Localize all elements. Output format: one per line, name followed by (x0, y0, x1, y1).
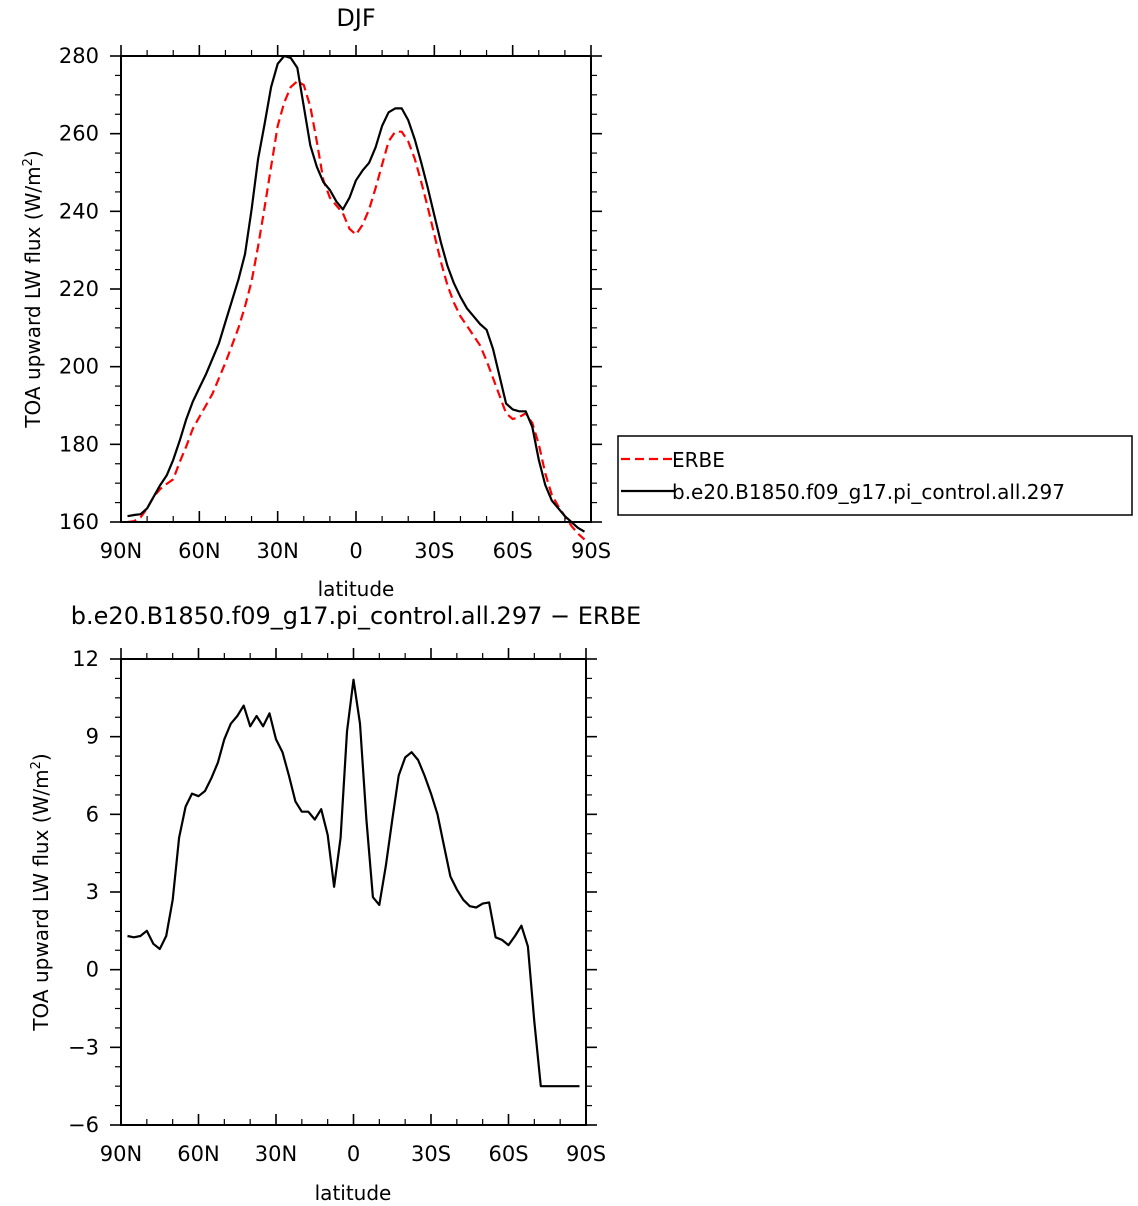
top-chart-y-tick-label: 200 (59, 355, 99, 379)
bottom-chart-x-axis-label: latitude (315, 1181, 392, 1205)
top-chart-x-tick-label: 90S (571, 539, 611, 563)
top-chart-y-tick-label: 220 (59, 277, 99, 301)
top-chart-frame (120, 55, 592, 523)
top-chart-x-tick-label: 30S (414, 539, 454, 563)
legend: ERBE b.e20.B1850.f09_g17.pi_control.all.… (617, 435, 1133, 516)
bottom-chart-x-tick-label: 60S (488, 1142, 528, 1166)
top-chart-series-line-0 (127, 80, 586, 541)
bottom-chart-x-tick-label: 30N (255, 1142, 297, 1166)
top-chart-y-tick-label: 160 (59, 510, 99, 534)
bottom-chart-frame (120, 658, 587, 1126)
top-chart-x-axis-label: latitude (318, 577, 395, 601)
top-chart-x-tick-label: 60N (178, 539, 220, 563)
bottom-chart-y-tick-label: 6 (86, 802, 99, 826)
top-chart-series-line-1 (127, 54, 586, 533)
bottom-chart-x-tick-label: 30S (411, 1142, 451, 1166)
bottom-chart-y-tick-label: −6 (68, 1113, 99, 1137)
top-chart-y-tick-label: 240 (59, 199, 99, 223)
bottom-chart-x-tick-label: 60N (177, 1142, 219, 1166)
legend-label-model: b.e20.B1850.f09_g17.pi_control.all.297 (672, 480, 1065, 504)
bottom-chart-series-line-0 (127, 678, 580, 1088)
top-chart-y-axis-label: TOA upward LW flux (W/m2) (21, 150, 45, 428)
bottom-chart-x-tick-label: 0 (347, 1142, 360, 1166)
top-chart-x-tick-label: 60S (493, 539, 533, 563)
top-chart-x-tick-label: 30N (256, 539, 298, 563)
top-chart: DJF 90N 60N 30N 0 30S 60S 90S 160 180 200 220 240 26… (21, 4, 611, 601)
top-chart-y-tick-label: 260 (59, 122, 99, 146)
bottom-chart-title: b.e20.B1850.f09_g17.pi_control.all.297 −… (71, 602, 641, 630)
bottom-chart-y-tick-label: 9 (86, 725, 99, 749)
bottom-chart-y-tick-label: 0 (86, 958, 99, 982)
legend-box (617, 435, 1133, 516)
top-chart-x-tick-label: 90N (100, 539, 142, 563)
bottom-chart-y-tick-label: −3 (68, 1035, 99, 1059)
legend-label-erbe: ERBE (672, 448, 725, 472)
top-chart-y-tick-label: 280 (59, 44, 99, 68)
bottom-chart-y-tick-label: 12 (72, 647, 99, 671)
bottom-chart-y-tick-label: 3 (86, 880, 99, 904)
top-chart-y-tick-label: 180 (59, 432, 99, 456)
bottom-chart-x-tick-label: 90S (566, 1142, 606, 1166)
bottom-chart-y-axis-label: TOA upward LW flux (W/m2) (29, 753, 53, 1031)
bottom-chart: b.e20.B1850.f09_g17.pi_control.all.297 −… (29, 602, 641, 1205)
top-chart-title: DJF (336, 4, 375, 32)
bottom-chart-x-tick-label: 90N (100, 1142, 142, 1166)
top-chart-x-tick-label: 0 (349, 539, 362, 563)
